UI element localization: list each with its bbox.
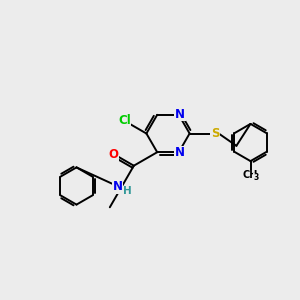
Text: N: N	[175, 108, 185, 121]
Text: S: S	[211, 127, 219, 140]
Text: Cl: Cl	[118, 114, 131, 127]
Text: N: N	[175, 146, 185, 159]
Text: O: O	[109, 148, 118, 160]
Text: CH: CH	[243, 170, 258, 181]
Text: H: H	[123, 186, 132, 197]
Text: N: N	[112, 180, 122, 193]
Text: 3: 3	[253, 173, 259, 182]
